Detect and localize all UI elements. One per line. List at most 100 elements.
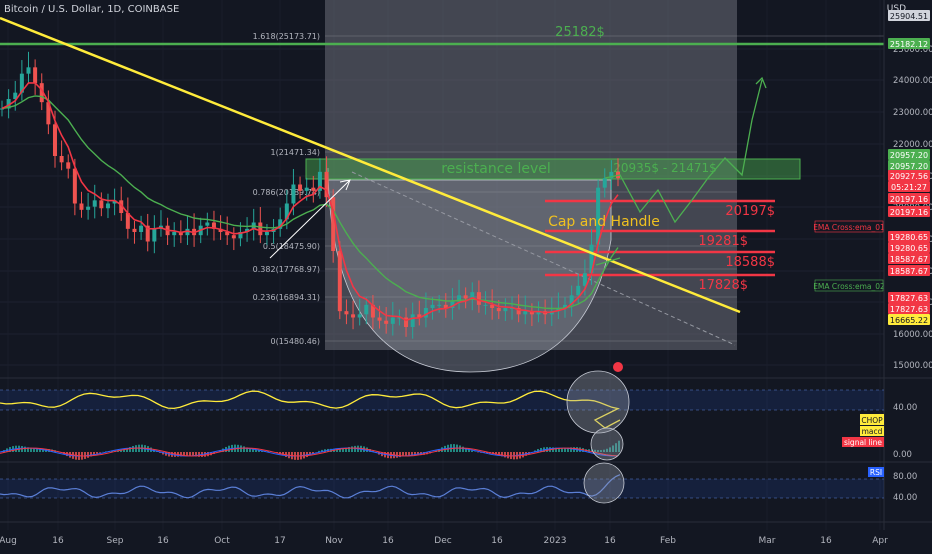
macd-bar (87, 452, 89, 458)
fib-label: 1(21471.34) (270, 148, 320, 157)
candle-body (172, 232, 176, 235)
support-level-label: 19281$ (698, 234, 748, 249)
candle-body (93, 200, 97, 206)
macd-tick: 0.00 (893, 450, 912, 460)
candle-body (33, 67, 37, 83)
macd-highlight (591, 428, 623, 460)
x-tick-label: Nov (325, 536, 343, 546)
support-level-label: 18588$ (725, 255, 775, 270)
rsi-tag: RSI (870, 468, 882, 477)
x-tick-label: 16 (157, 536, 169, 546)
candle-body (86, 207, 90, 210)
signal-tag: signal line (844, 438, 882, 447)
candle-body (437, 305, 441, 306)
candle-body (477, 292, 481, 305)
candle-body (99, 200, 103, 208)
candle-body (503, 308, 507, 311)
price-tag: 20197.16 (890, 195, 928, 204)
y-tick-label: 24000.00 (893, 76, 932, 86)
y-tick-label: 15000.00 (893, 361, 932, 371)
macd-bar (243, 446, 245, 452)
macd-bar (462, 447, 464, 452)
candle-body (358, 314, 362, 317)
resistance-range-label: 20935$ - 21471$ (613, 161, 717, 175)
price-tag: 16665.22 (890, 316, 928, 325)
y-tick-label: 22000.00 (893, 140, 932, 150)
candle-body (139, 226, 143, 232)
currency-label: USD (887, 4, 906, 14)
candle-body (26, 67, 30, 73)
target-label: 25182$ (555, 25, 605, 40)
rsi-tick-high: 80.00 (893, 472, 917, 482)
symbol-title: Bitcoin / U.S. Dollar, 1D, COINBASE (4, 4, 179, 15)
candle-body (431, 305, 435, 308)
price-tag: 18587.67 (890, 267, 928, 276)
price-tag: 05:21:27 (891, 183, 927, 192)
candle-body (338, 251, 342, 311)
candle-body (311, 188, 315, 191)
candle-body (305, 188, 309, 191)
candle-body (378, 318, 382, 321)
candle-body (232, 235, 236, 238)
x-tick-label: Dec (434, 536, 451, 546)
candle-body (603, 178, 607, 188)
x-tick-label: Feb (660, 536, 676, 546)
fib-label: 0.236(16894.31) (253, 293, 320, 302)
macd-bar (351, 446, 353, 452)
price-tag: 19280.65 (890, 244, 928, 253)
x-tick-label: Oct (214, 536, 230, 546)
x-tick-label: Sep (107, 536, 124, 546)
fib-label: 0(15480.46) (270, 337, 320, 346)
chop-highlight (567, 371, 629, 433)
candle-body (576, 286, 580, 296)
x-tick-label: 17 (274, 536, 285, 546)
candle-body (79, 204, 83, 210)
x-tick-label: Apr (872, 536, 888, 546)
price-tag: 20197.16 (890, 208, 928, 217)
x-tick-label: 16 (382, 536, 394, 546)
price-tag: 20957.20 (890, 151, 928, 160)
macd-bar (252, 449, 254, 452)
candle-body (152, 229, 156, 242)
fib-label: 0.5(18475.90) (263, 242, 320, 251)
price-tag: 18587.67 (890, 255, 928, 264)
support-level-label: 20197$ (725, 204, 775, 219)
price-tag: 17827.63 (890, 305, 928, 314)
rsi-highlight (584, 463, 624, 503)
rsi-tick-low: 40.00 (893, 493, 917, 503)
resistance-label: resistance level (441, 161, 551, 177)
macd-bar (255, 450, 257, 452)
chop-band (0, 390, 884, 410)
x-tick-label: 16 (604, 536, 616, 546)
event-flag-icon (613, 362, 623, 372)
candle-body (344, 311, 348, 314)
ema-fast-tag: EMA Cross:ema_01 (813, 223, 885, 232)
fib-label: 1.618(25173.71) (253, 32, 320, 41)
y-tick-label: 23000.00 (893, 108, 932, 118)
macd-bar (99, 452, 101, 453)
candle-body (384, 321, 388, 324)
candle-body (60, 156, 64, 162)
macd-bar (471, 451, 473, 452)
candle-body (66, 162, 70, 168)
candle-body (258, 223, 262, 236)
macd-bar (507, 452, 509, 458)
candle-body (364, 305, 368, 315)
candle-body (205, 223, 209, 226)
fib-label: 0.382(17768.97) (253, 265, 320, 274)
candle-body (484, 305, 488, 306)
macd-bar (24, 447, 26, 452)
pattern-label: Cap and Handle (548, 214, 660, 230)
macd-bar (504, 452, 506, 457)
candle-body (391, 318, 395, 324)
x-tick-label: 16 (491, 536, 503, 546)
chop-tag: CHOP (861, 416, 883, 425)
candle-body (497, 308, 501, 311)
x-tick-label: Mar (759, 536, 776, 546)
macd-tag: macd (862, 427, 883, 436)
candle-body (265, 232, 269, 235)
candle-body (464, 295, 468, 298)
support-level-label: 17828$ (698, 278, 748, 293)
